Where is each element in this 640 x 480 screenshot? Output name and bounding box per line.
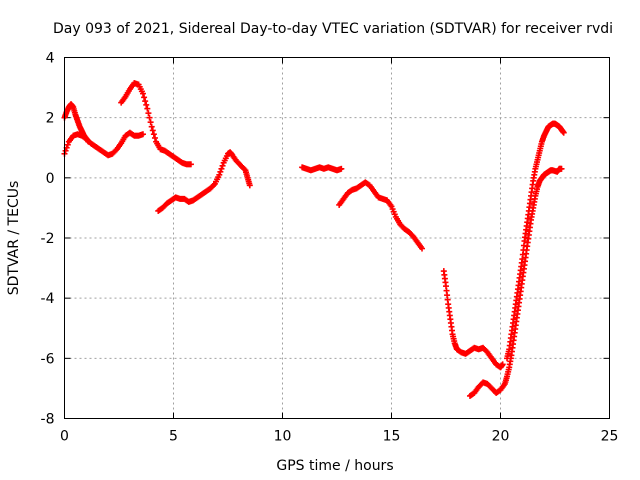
data-point <box>338 165 345 172</box>
grid <box>64 57 610 419</box>
y-tick-label: 2 <box>46 111 55 127</box>
y-tick-label: -6 <box>41 351 55 367</box>
data-point <box>150 131 157 138</box>
data-point <box>143 101 150 108</box>
data-point <box>560 129 567 136</box>
x-tick-label: 10 <box>274 429 292 445</box>
data-point <box>187 161 194 168</box>
x-tick-labels: 0 5 10 15 20 25 <box>60 429 618 445</box>
y-tick-label: -4 <box>41 291 55 307</box>
data-point <box>141 94 148 101</box>
data-point <box>246 182 253 189</box>
y-tick-label: -8 <box>41 412 55 428</box>
data-point <box>85 138 92 145</box>
data-point <box>241 166 248 173</box>
data-point <box>147 119 154 126</box>
data-point <box>64 141 71 148</box>
data-point <box>149 127 156 134</box>
data-point <box>146 114 153 121</box>
data-point <box>558 165 565 172</box>
x-tick-label: 25 <box>601 429 619 445</box>
data-point <box>218 165 225 172</box>
data-point <box>216 171 223 178</box>
data-point <box>499 361 506 368</box>
plot-frame <box>64 57 610 419</box>
x-axis-label: GPS time / hours <box>276 458 393 474</box>
data-point <box>419 245 426 252</box>
data-point <box>144 105 151 112</box>
x-tick-label: 0 <box>60 429 69 445</box>
data-point <box>151 134 158 141</box>
data-point <box>62 147 69 154</box>
y-tick-labels: -8 -6 -4 -2 0 2 4 <box>41 51 55 428</box>
y-tick-label: 4 <box>46 51 55 67</box>
data-points <box>61 80 567 399</box>
chart-title: Day 093 of 2021, Sidereal Day-to-day VTE… <box>53 21 613 37</box>
y-tick-label: 0 <box>46 171 55 187</box>
data-point <box>145 110 152 117</box>
data-point <box>217 168 224 175</box>
data-point <box>210 181 217 188</box>
x-tick-label: 15 <box>383 429 401 445</box>
data-point <box>139 131 146 138</box>
data-point <box>219 162 226 169</box>
data-point <box>139 90 146 97</box>
x-tick-label: 5 <box>169 429 178 445</box>
data-point <box>148 123 155 130</box>
y-axis-label: SDTVAR / TECUs <box>6 181 22 296</box>
y-tick-label: -2 <box>41 231 55 247</box>
x-tick-label: 20 <box>492 429 510 445</box>
data-point <box>142 98 149 105</box>
